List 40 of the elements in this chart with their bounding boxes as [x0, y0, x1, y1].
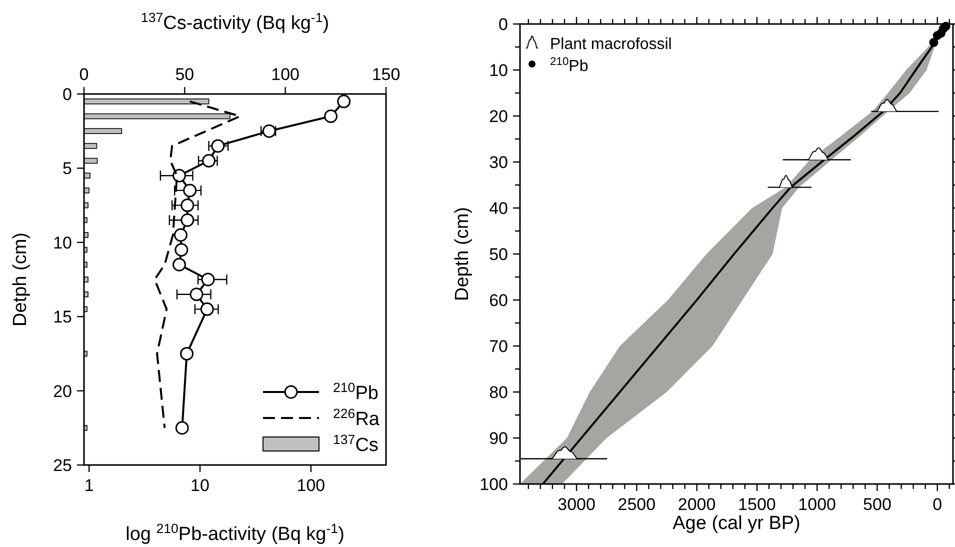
y-tick-label: 0 — [62, 85, 72, 104]
x2-tick-label: 100 — [271, 65, 300, 84]
x2-tick-label: 150 — [372, 65, 400, 84]
y-tick-label: 70 — [489, 337, 508, 356]
legend-label: Plant macrofossil — [550, 36, 672, 53]
x-tick-label: 0 — [932, 495, 942, 514]
y-axis-title: Depth (cm) — [452, 207, 473, 301]
x-tick-label: 2500 — [618, 495, 656, 514]
y-tick-label: 30 — [489, 153, 508, 172]
y-tick-label: 80 — [489, 383, 508, 402]
x2-tick-label: 50 — [175, 65, 194, 84]
legend-label: $^{137}$Cs — [333, 432, 378, 456]
x2-axis-title: $^{137}$Cs-activity (Bq kg$^{-1}$) — [140, 10, 330, 34]
legend-label: $^{210}$Pb — [550, 56, 588, 75]
legend-label: $^{226}$Ra — [333, 406, 380, 430]
x-tick-label: 2000 — [678, 495, 716, 514]
x-tick-label: 100 — [296, 476, 326, 495]
x2-tick-label: 0 — [79, 65, 89, 84]
y-axis-title: Detph (cm) — [10, 232, 31, 326]
x-tick-label: 1000 — [798, 495, 836, 514]
y-tick-label: 60 — [489, 291, 508, 310]
y-tick-label: 5 — [62, 159, 72, 178]
x-tick-label: 1 — [84, 476, 94, 495]
y-tick-label: 90 — [489, 429, 508, 448]
y-tick-label: 20 — [53, 382, 72, 401]
x-tick-label: 10 — [190, 476, 210, 495]
y-tick-label: 15 — [53, 308, 72, 327]
y-tick-label: 50 — [489, 245, 508, 264]
y-tick-label: 25 — [53, 456, 72, 475]
y-tick-label: 10 — [489, 61, 508, 80]
x-tick-label: 500 — [863, 495, 892, 514]
y-tick-label: 0 — [498, 15, 508, 34]
x-axis-title: Age (cal yr BP) — [672, 513, 800, 534]
legend-label: $^{210}$Pb — [333, 380, 378, 404]
x-tick-label: 3000 — [558, 495, 596, 514]
x-tick-label: 1500 — [738, 495, 776, 514]
y-tick-label: 20 — [489, 107, 508, 126]
x-axis-title: log $^{210}$Pb-activity (Bq kg$^{-1}$) — [126, 520, 344, 545]
y-tick-label: 40 — [489, 199, 508, 218]
y-tick-label: 10 — [53, 233, 72, 252]
